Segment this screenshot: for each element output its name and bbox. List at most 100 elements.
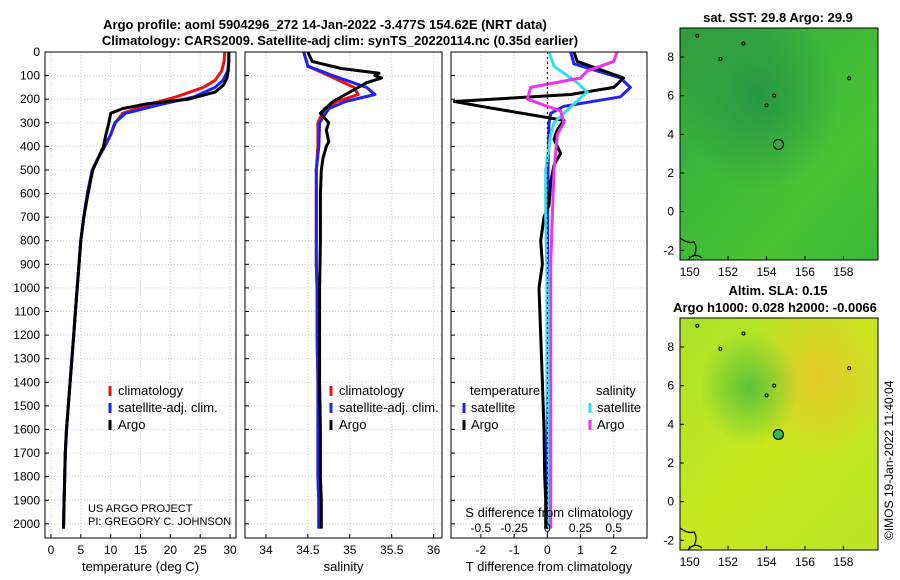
figure-title-line-1: Argo profile: aoml 5904296_272 14-Jan-20… [103, 17, 547, 32]
x-tick-label: 25 [194, 543, 208, 557]
island-outline [695, 323, 700, 328]
credit-pi: PI: GREGORY C. JOHNSON [88, 516, 231, 528]
y-tick-label: 1700 [13, 446, 40, 460]
series-line-satellite-adj-clim- [302, 52, 377, 529]
x-tick-label: 36 [427, 543, 441, 557]
series-line-salinity-argo [525, 52, 619, 529]
x-tick-label: -2 [476, 543, 487, 557]
series-line-temperature-argo [452, 52, 626, 529]
y-tick-label: 1100 [14, 305, 40, 319]
map-y-tick-label: 2 [667, 456, 674, 470]
s-diff-axis-label: S difference from climatology [465, 505, 633, 520]
y-tick-label: 200 [20, 92, 40, 106]
x-tick-label: 10 [104, 543, 118, 557]
sla-map [679, 317, 879, 551]
x-tick-label: 34.5 [296, 543, 320, 557]
map-y-tick-label: 0 [667, 205, 674, 219]
y-tick-label: 500 [20, 163, 40, 177]
map-y-tick-label: 4 [667, 127, 674, 141]
imos-watermark: ©IMOS 19-Jan-2022 11:40:04 [882, 380, 896, 540]
island-outline [741, 41, 746, 46]
plot-frame [450, 51, 648, 539]
map-y-tick-label: -2 [663, 243, 674, 257]
map-x-tick-label: 154 [756, 555, 776, 569]
sst-cool-patch [680, 28, 878, 260]
x-tick-label: 30 [223, 543, 237, 557]
y-tick-label: 900 [20, 257, 40, 271]
map-y-tick-label: 8 [667, 50, 674, 64]
map-x-tick-label: 154 [756, 265, 776, 279]
argo-float-marker [772, 138, 785, 151]
sla-map-title: Altim. SLA: 0.15 [729, 283, 828, 298]
x-tick-label: 35 [343, 543, 357, 557]
x-tick-label: 0 [48, 543, 55, 557]
x-tick-label: -1 [509, 543, 520, 557]
island-outline [772, 383, 777, 388]
y-tick-label: 1200 [13, 328, 40, 342]
argo-float-marker [772, 428, 785, 441]
sst-map [679, 27, 879, 261]
y-tick-label: 800 [20, 234, 40, 248]
island-outline [847, 76, 852, 81]
y-tick-label: 1300 [13, 352, 40, 366]
legend-group-title: temperature [470, 383, 540, 398]
s-diff-tick-label: -0.25 [500, 521, 528, 535]
island-outline [718, 56, 723, 61]
island-outline [772, 93, 777, 98]
x-axis-label: temperature (deg C) [82, 559, 199, 574]
temperature-panel: 0 5 10 15 20 25 300100200300400500600700800900… [13, 45, 237, 574]
legend-label: satellite [597, 400, 641, 415]
sst-map-title: sat. SST: 29.8 Argo: 29.9 [703, 10, 853, 25]
map-y-tick-label: 4 [667, 417, 674, 431]
y-tick-label: 300 [20, 116, 40, 130]
map-x-tick-label: 152 [718, 265, 738, 279]
series-group [302, 52, 384, 529]
x-tick-label: 5 [77, 543, 84, 557]
island-outline [718, 346, 723, 351]
map-x-tick-label: 156 [795, 555, 815, 569]
x-tick-label: 1 [577, 543, 584, 557]
map-x-tick-label: 152 [718, 555, 738, 569]
s-diff-tick-label: 0.5 [605, 521, 622, 535]
map-x-tick-label: 150 [680, 265, 700, 279]
coastline [687, 254, 703, 261]
island-outline [764, 393, 769, 398]
y-tick-label: 1000 [13, 281, 40, 295]
series-line-argo [62, 52, 231, 529]
sst-map-frame [679, 27, 879, 261]
map-y-tick-label: 0 [667, 495, 674, 509]
sla-map-subtitle: Argo h1000: 0.028 h2000: -0.0066 [673, 300, 877, 315]
s-diff-tick-label: -0.5 [471, 521, 492, 535]
legend-group-title: salinity [596, 383, 636, 398]
map-y-tick-label: 2 [667, 166, 674, 180]
figure-title-line-2: Climatology: CARS2009. Satellite-adj cli… [102, 33, 578, 48]
series-group [452, 52, 632, 529]
y-tick-label: 0 [33, 45, 40, 59]
map-x-tick-label: 158 [833, 555, 853, 569]
map-y-tick-label: -2 [663, 533, 674, 547]
map-x-tick-label: 158 [833, 265, 853, 279]
island-outline [764, 103, 769, 108]
series-line-satellite-adj-clim- [62, 52, 231, 529]
x-tick-label: 34 [259, 543, 273, 557]
map-x-tick-label: 150 [680, 555, 700, 569]
x-tick-label: 15 [134, 543, 148, 557]
y-tick-label: 1900 [13, 493, 40, 507]
salinity-panel: 34 34.5 35 35.5 36 salinity climatology satelli… [244, 51, 443, 574]
coastline [687, 544, 703, 551]
y-tick-label: 1400 [13, 375, 40, 389]
legend-label: Argo [339, 417, 366, 432]
legend-label: satellite [471, 400, 515, 415]
y-tick-label: 1500 [13, 399, 40, 413]
island-outline [695, 33, 700, 38]
y-tick-label: 100 [20, 69, 40, 83]
coastline [679, 237, 697, 257]
coastline [679, 527, 697, 547]
legend-label: climatology [118, 383, 184, 398]
y-tick-label: 700 [20, 210, 40, 224]
series-line-temperature-satellite [545, 52, 632, 529]
map-y-tick-label: 6 [667, 379, 674, 393]
island-outline [847, 366, 852, 371]
sst-map-overlay: 150 152 154 156 158 -2 0 2 4 6 8 [663, 33, 854, 279]
